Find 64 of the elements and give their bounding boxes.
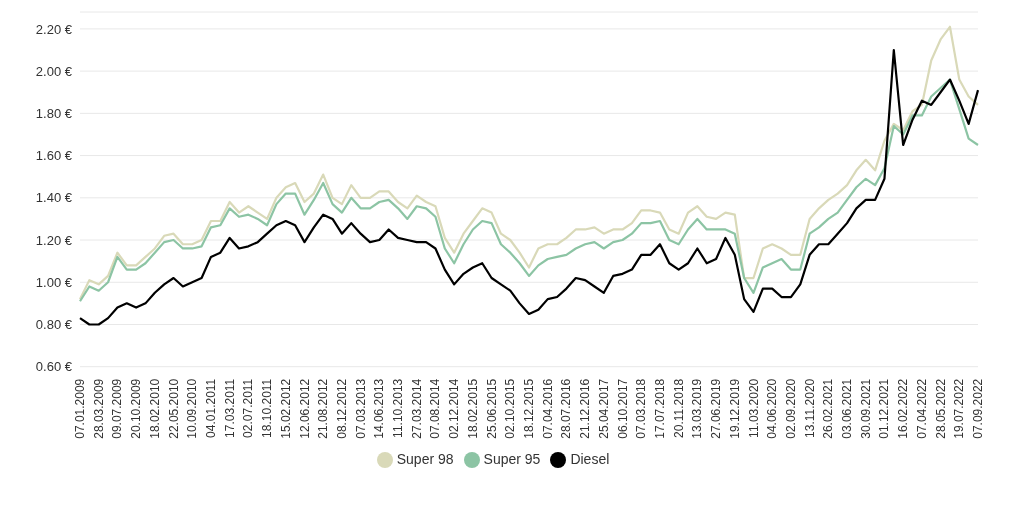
x-tick-label: 19.07.2022 xyxy=(952,378,967,439)
x-tick-label: 25.06.2015 xyxy=(484,378,499,439)
x-tick-label: 07.03.2013 xyxy=(353,378,368,439)
x-tick-label: 11.10.2013 xyxy=(391,378,406,438)
x-tick-label: 26.02.2021 xyxy=(821,378,836,439)
legend-label: Diesel xyxy=(570,450,610,467)
x-tick-label: 14.06.2013 xyxy=(372,378,387,439)
x-tick-label: 22.05.2010 xyxy=(166,378,181,439)
x-tick-label: 18.02.2015 xyxy=(465,378,480,439)
x-tick-label: 07.04.2016 xyxy=(540,378,555,439)
y-tick-label: 2.00 € xyxy=(35,63,73,79)
x-tick-label: 02.10.2015 xyxy=(503,378,518,439)
x-tick-label: 16.02.2022 xyxy=(896,378,911,439)
x-tick-label: 27.06.2019 xyxy=(709,378,724,439)
x-tick-label: 20.10.2009 xyxy=(129,378,144,439)
x-tick-label: 02.09.2020 xyxy=(783,378,798,439)
y-tick-label: 2.20 € xyxy=(35,21,73,37)
x-tick-label: 02.07.2011 xyxy=(241,378,256,438)
x-tick-label: 21.12.2016 xyxy=(578,378,593,439)
x-tick-label: 28.03.2009 xyxy=(91,378,106,439)
x-tick-label: 04.06.2020 xyxy=(765,378,780,439)
x-tick-label: 30.09.2021 xyxy=(858,378,873,439)
legend-label: Super 98 xyxy=(396,450,454,467)
x-tick-label: 17.07.2018 xyxy=(652,378,667,439)
x-tick-label: 19.12.2019 xyxy=(727,378,742,439)
line-series xyxy=(78,48,980,326)
x-tick-label: 07.03.2018 xyxy=(634,378,649,439)
x-tick-label: 25.04.2017 xyxy=(596,378,611,439)
x-tick-label: 06.10.2017 xyxy=(615,378,630,439)
line-series xyxy=(78,25,980,301)
x-tick-label: 07.09.2022 xyxy=(971,378,985,439)
x-tick-label: 07.08.2014 xyxy=(428,378,443,439)
legend-label: Super 95 xyxy=(483,450,541,467)
x-tick-label: 18.12.2015 xyxy=(522,378,536,439)
x-tick-label: 02.12.2014 xyxy=(447,378,462,439)
line-series xyxy=(78,78,980,303)
x-tick-label: 17.03.2011 xyxy=(222,378,237,438)
y-tick-label: 1.00 € xyxy=(35,274,73,290)
x-tick-label: 18.10.2011 xyxy=(260,378,275,438)
y-tick-label: 1.60 € xyxy=(35,148,73,164)
x-tick-label: 10.09.2010 xyxy=(185,378,200,439)
x-tick-label: 27.03.2014 xyxy=(409,378,424,439)
x-tick-label: 20.11.2018 xyxy=(671,378,686,438)
y-tick-label: 0.80 € xyxy=(35,317,73,333)
x-tick-label: 07.04.2022 xyxy=(914,378,929,439)
x-tick-label: 28.05.2022 xyxy=(933,378,948,439)
y-tick-label: 1.80 € xyxy=(35,105,73,121)
y-tick-label: 0.60 € xyxy=(35,359,73,375)
x-tick-label: 12.06.2012 xyxy=(297,378,312,439)
x-tick-label: 04.01.2011 xyxy=(203,378,218,438)
x-tick-label: 13.11.2020 xyxy=(802,378,817,438)
x-tick-label: 11.03.2020 xyxy=(746,378,761,438)
x-tick-label: 01.12.2021 xyxy=(877,378,892,439)
x-tick-label: 13.03.2019 xyxy=(690,378,705,439)
x-tick-label: 28.07.2016 xyxy=(559,378,574,439)
x-tick-label: 09.07.2009 xyxy=(110,378,125,439)
x-tick-label: 21.08.2012 xyxy=(316,378,331,439)
x-tick-label: 03.06.2021 xyxy=(840,378,855,439)
x-tick-label: 07.01.2009 xyxy=(73,378,87,439)
x-tick-label: 08.12.2012 xyxy=(334,378,349,439)
y-tick-label: 1.40 € xyxy=(35,190,73,206)
y-tick-label: 1.20 € xyxy=(35,232,73,248)
x-tick-label: 15.02.2012 xyxy=(278,378,293,439)
x-tick-label: 18.02.2010 xyxy=(147,378,162,439)
